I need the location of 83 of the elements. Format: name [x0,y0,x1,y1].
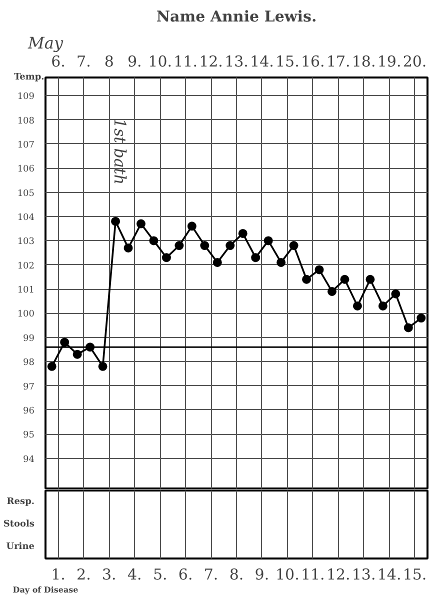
annotation: 1st bath [110,118,130,185]
text: Resp. [6,496,35,507]
point [200,241,210,250]
x2-tick-label: 16. [300,52,325,70]
point [187,222,196,231]
y-tick-label: 99 [23,334,35,344]
point [162,253,171,262]
x2-tick-label: 7. [76,52,91,70]
point [276,258,286,267]
x2-tick-label: 14. [250,52,274,70]
point [149,236,158,246]
x-tick-label: 2. [76,566,91,584]
point [289,241,298,250]
x2-axis-title: May [27,34,64,52]
point [378,301,388,310]
y-tick-label: 95 [23,430,35,441]
x2-tick-label: 19. [377,52,402,70]
x2-tick-label: 8 [104,52,114,70]
x-tick-label: 14. [377,566,402,584]
point [264,236,273,246]
point [328,286,336,296]
point [174,241,184,250]
y-tick-label: 103 [17,237,35,248]
y-tick-label: 109 [17,92,35,102]
point [47,362,56,371]
point [314,265,324,274]
point [416,314,426,323]
point [391,289,400,298]
x-tick-label: 5. [152,566,168,584]
x-tick-label: 7. [204,566,218,584]
x-tick-label: 15. [402,566,427,584]
y-tick-label: 107 [17,140,35,150]
x2-tick-label: 11. [174,52,198,70]
x2-tick-label: 10. [148,52,172,70]
x2-tick-label: 18. [352,52,376,70]
y-tick-label: 102 [17,261,35,272]
y-tick-label: 96 [23,406,35,416]
x2-tick-label: 6. [51,52,66,70]
point [212,258,222,267]
x-tick-label: 4. [127,566,142,584]
x-tick-label: 6. [178,566,193,584]
y-tick-label: 108 [17,116,35,126]
x-axis-title: Day of Disease [12,584,78,594]
point [72,350,82,359]
point [238,228,248,238]
x-tick-label: 11. [300,566,325,584]
x2-tick-label: 9. [127,52,142,70]
x-tick-label: 8. [229,566,244,584]
point [366,274,375,284]
point [124,243,133,252]
x-tick-label: 13. [352,566,376,584]
text: Stools [3,520,35,530]
point [340,274,350,284]
y-tick-label: 104 [17,213,35,224]
y-tick-label: 94 [23,454,35,465]
y-tick-label: 105 [17,188,35,199]
x-tick-label: 9. [254,566,270,584]
y-tick-label: 100 [17,310,35,320]
chart-title: Name Annie Lewis. [156,8,317,26]
x-tick-label: 10. [276,566,300,584]
x2-tick-label: 12. [199,52,223,70]
point [352,301,362,310]
x-tick-label: 12. [326,566,350,584]
point [226,241,235,250]
x2-tick-label: 13. [224,52,248,70]
x-tick-label: 1. [51,566,66,584]
x2-tick-label: 15. [276,52,300,70]
point [251,253,260,262]
point [60,338,70,347]
y-tick-label: 106 [17,164,35,175]
point [302,274,312,284]
text: Urine [6,542,34,552]
point [404,323,413,332]
point [136,219,146,228]
point [98,362,108,371]
y-tick-label: 97 [23,382,35,392]
x-tick-label: 3. [102,566,116,584]
x2-tick-label: 17. [326,52,350,70]
y-tick-label: 101 [17,286,35,296]
y-tick-label: 98 [23,358,35,368]
y-axis-title: Temp. [14,72,44,82]
point [111,216,120,226]
x2-tick-label: 20. [402,52,427,70]
